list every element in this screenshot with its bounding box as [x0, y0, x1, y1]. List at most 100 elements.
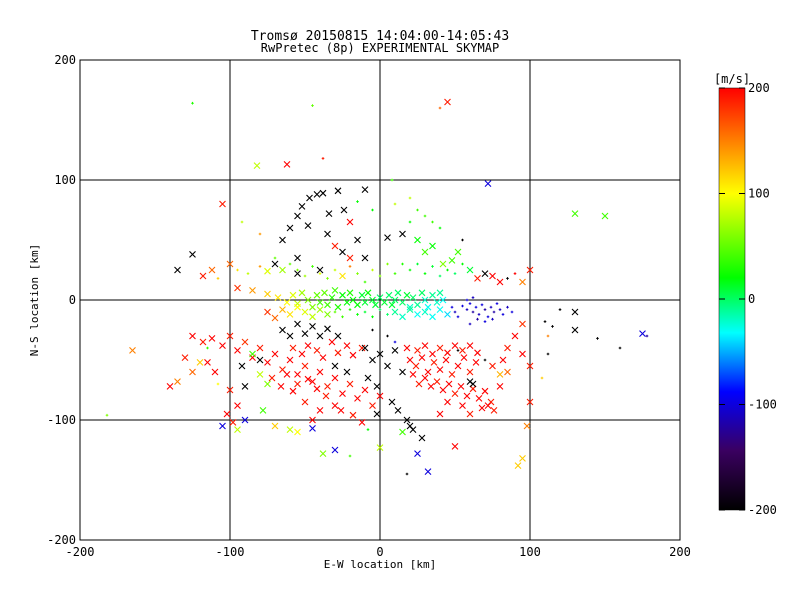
data-point-dot	[408, 220, 412, 224]
x-axis-label: E-W location [km]	[324, 558, 437, 571]
data-point-cross	[189, 368, 196, 376]
data-point-cross	[219, 200, 226, 208]
data-point-cross	[421, 296, 429, 304]
colorbar-label: [m/s]	[714, 72, 750, 86]
data-point-cross	[304, 375, 312, 383]
data-point-cross	[339, 291, 346, 299]
data-point-cross	[286, 356, 294, 364]
data-point-cross	[328, 294, 336, 301]
data-point-cross	[418, 354, 426, 361]
x-tick-label: -100	[216, 545, 245, 559]
data-point-cross	[442, 356, 450, 364]
data-point-dot	[468, 322, 472, 326]
data-point-cross	[264, 359, 271, 366]
data-point-dot	[348, 308, 352, 311]
data-point-cross	[373, 383, 381, 390]
data-point-cross	[346, 289, 354, 297]
data-point-dot	[471, 310, 475, 314]
data-point-dot	[105, 413, 109, 417]
data-point-cross	[415, 380, 423, 388]
data-point-cross	[484, 402, 492, 409]
data-point-cross	[129, 347, 136, 354]
data-point-dot	[423, 214, 427, 218]
data-point-cross	[388, 398, 396, 406]
y-tick-label: 100	[54, 173, 76, 187]
data-point-cross	[313, 347, 321, 354]
data-point-dot	[363, 280, 367, 284]
data-point-dot	[303, 274, 307, 278]
data-point-dot	[506, 305, 509, 309]
colorbar-tick-label: -200	[748, 503, 777, 517]
data-point-cross	[454, 248, 462, 256]
data-point-cross	[504, 344, 511, 352]
data-point-dot	[495, 302, 499, 305]
data-point-dot	[311, 265, 314, 268]
data-point-cross	[478, 404, 486, 412]
data-point-cross	[451, 443, 459, 450]
data-point-cross	[403, 344, 411, 352]
data-point-cross	[475, 395, 483, 402]
data-point-cross	[511, 332, 519, 340]
data-point-cross	[472, 359, 480, 366]
data-point-cross	[444, 98, 451, 106]
data-point-dot	[483, 320, 487, 323]
data-point-dot	[510, 310, 514, 314]
data-point-dot	[405, 472, 409, 476]
data-point-cross	[256, 371, 264, 378]
data-point-cross	[313, 291, 321, 299]
data-point-dot	[216, 382, 220, 386]
data-point-dot	[326, 277, 329, 280]
data-point-cross	[304, 342, 312, 349]
data-point-dot	[206, 346, 209, 350]
data-point-cross	[294, 212, 301, 220]
data-point-cross	[319, 450, 327, 457]
data-point-cross	[234, 284, 241, 292]
data-point-cross	[519, 278, 526, 286]
data-point-cross	[294, 428, 301, 436]
data-point-cross	[436, 344, 444, 352]
data-point-cross	[504, 368, 511, 376]
data-point-cross	[399, 368, 406, 376]
data-point-dot	[378, 308, 382, 311]
data-point-cross	[571, 326, 579, 334]
data-point-cross	[316, 407, 324, 414]
data-point-cross	[399, 313, 406, 321]
data-point-cross	[339, 272, 346, 280]
data-point-dot	[461, 262, 464, 266]
data-point-cross	[451, 390, 459, 397]
data-point-cross	[466, 266, 474, 274]
data-point-cross	[459, 402, 466, 409]
data-point-dot	[393, 202, 397, 206]
data-point-cross	[286, 332, 294, 340]
data-point-cross	[421, 342, 429, 349]
data-point-dot	[486, 315, 490, 319]
data-point-cross	[268, 374, 276, 382]
data-point-cross	[234, 426, 241, 433]
data-point-cross	[331, 374, 339, 382]
data-point-cross	[226, 386, 234, 394]
data-point-cross	[354, 236, 361, 244]
data-point-cross	[429, 313, 436, 321]
data-point-cross	[294, 303, 301, 311]
data-point-cross	[325, 210, 333, 217]
data-point-cross	[469, 380, 477, 388]
data-point-cross	[238, 362, 246, 370]
data-point-cross	[499, 356, 507, 364]
data-point-cross	[189, 332, 196, 340]
data-point-cross	[253, 162, 261, 169]
data-point-cross	[399, 230, 406, 238]
data-point-cross	[339, 390, 346, 397]
data-point-cross	[264, 308, 271, 316]
data-point-cross	[373, 410, 381, 418]
colorbar-tick-label: 100	[748, 187, 770, 201]
data-point-cross	[289, 387, 297, 395]
data-point-cross	[271, 422, 279, 430]
data-point-cross	[421, 374, 429, 382]
data-point-cross	[226, 332, 234, 340]
data-point-cross	[241, 416, 249, 424]
data-point-dot	[476, 317, 479, 321]
data-point-cross	[256, 344, 264, 352]
data-point-cross	[331, 242, 339, 250]
data-point-cross	[294, 270, 301, 277]
data-point-dot	[318, 272, 322, 275]
